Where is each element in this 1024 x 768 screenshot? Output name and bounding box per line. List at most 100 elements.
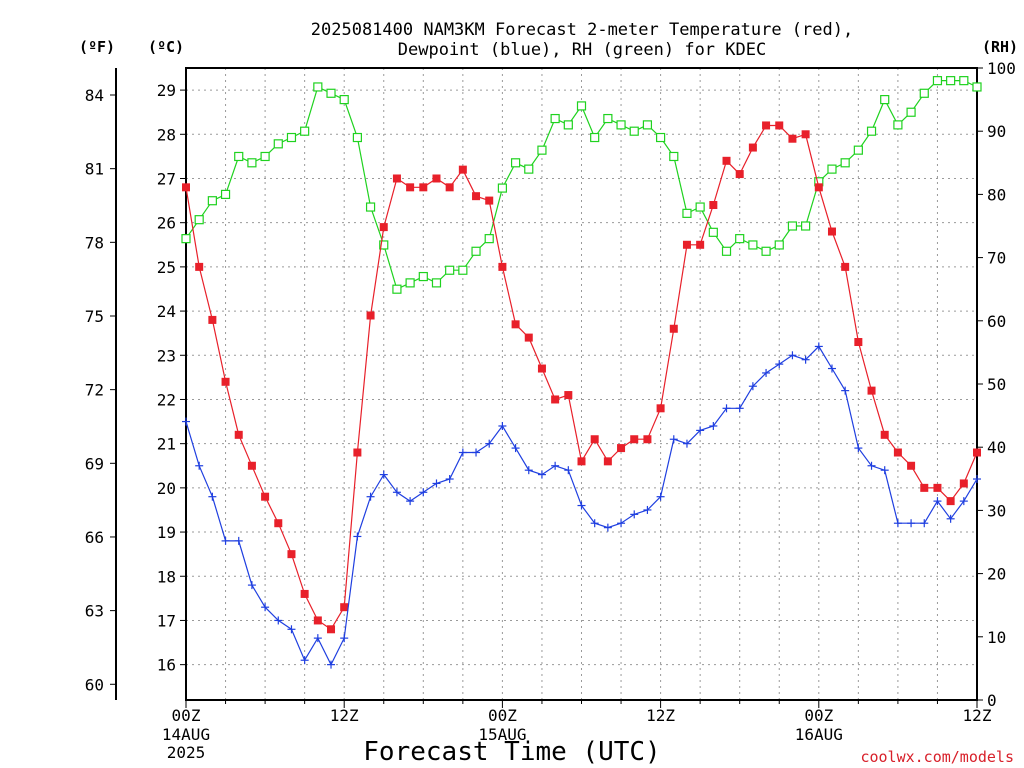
x-tick-label: 00Z [172, 706, 201, 725]
temperature-point [709, 201, 718, 210]
dewpoint-point [274, 616, 283, 625]
rh-point [972, 82, 982, 92]
dewpoint-point [300, 656, 309, 665]
rh-point [893, 120, 903, 130]
dewpoint-point [287, 625, 296, 634]
celsius-axis: 16 17 18 19 20 21 22 23 24 25 26 27 28 29 [157, 81, 186, 675]
temperature-point [617, 444, 626, 453]
c-tick-label: 18 [157, 567, 176, 586]
f-tick-label: 84 [85, 86, 104, 105]
rh-tick-label: 40 [987, 438, 1006, 457]
x-tick-label: 12Z [330, 706, 359, 725]
rh-point [853, 145, 863, 155]
c-tick-label: 26 [157, 214, 176, 233]
rh-point [932, 76, 943, 86]
x-tick-label: 12Z [963, 706, 992, 725]
rh-point [866, 126, 877, 136]
rh-point [603, 113, 613, 124]
temperature-point [854, 338, 863, 347]
temperature-point [511, 320, 520, 329]
rh-point [247, 158, 257, 168]
dewpoint-point [511, 444, 520, 453]
temperature-point [880, 430, 889, 439]
rh-point [339, 94, 349, 105]
celsius-axis-unit: (ºC) [148, 38, 184, 56]
dewpoint-point [643, 505, 652, 514]
temperature-point [643, 435, 652, 444]
dewpoint-point [392, 488, 401, 497]
c-tick-label: 29 [157, 81, 176, 100]
f-tick-label: 72 [85, 381, 104, 400]
rh-point [405, 278, 415, 288]
dewpoint-point [551, 461, 560, 470]
dewpoint-point [366, 492, 375, 501]
dewpoint-point [841, 386, 850, 395]
temperature-point [182, 183, 190, 192]
c-tick-label: 28 [157, 125, 176, 144]
rh-point [510, 158, 521, 168]
c-tick-label: 25 [157, 258, 176, 277]
dewpoint-point [445, 475, 454, 484]
grid-lines [186, 68, 977, 700]
temperature-point [327, 625, 336, 634]
temperature-point [458, 165, 467, 174]
temperature-point [827, 227, 836, 236]
rh-tick-label: 50 [987, 375, 1006, 394]
fahrenheit-axis: 60 63 66 69 72 75 78 81 84 [85, 86, 116, 694]
chart-subtitle: Dewpoint (blue), RH (green) for KDEC [398, 40, 766, 60]
rh-point [497, 183, 507, 193]
x-tick-year: 2025 [167, 743, 206, 762]
temperature-point [524, 333, 533, 342]
dewpoint-point [735, 404, 744, 413]
temperature-point [261, 492, 270, 501]
temperature-point [656, 404, 665, 413]
rh-point [471, 246, 481, 256]
x-tick-date: 15AUG [478, 725, 526, 744]
x-axis-label: Forecast Time (UTC) [363, 737, 660, 767]
temperature-point [748, 143, 757, 152]
rh-point [801, 221, 811, 231]
dewpoint-point [524, 466, 533, 475]
f-tick-label: 63 [85, 602, 104, 621]
rh-point [260, 151, 270, 162]
x-tick-date: 16AUG [795, 725, 843, 744]
x-tick-label: 00Z [804, 706, 833, 725]
temperature-point [313, 616, 322, 625]
temperature-point [669, 324, 678, 333]
temperature-point [234, 430, 243, 439]
rh-point [418, 271, 428, 282]
dewpoint-point [182, 417, 190, 426]
rh-point [273, 139, 283, 149]
temperature-point [735, 170, 744, 179]
rh-point [234, 151, 244, 162]
temperature-point [564, 391, 573, 400]
temperature-point [419, 183, 428, 192]
x-tick-date: 14AUG [162, 725, 210, 744]
dewpoint-point [959, 497, 968, 506]
rh-tick-label: 80 [987, 185, 1006, 204]
temperature-point [366, 311, 375, 320]
dewpoint-point [630, 510, 639, 519]
x-tick-label: 12Z [646, 706, 675, 725]
temperature-point [946, 497, 955, 506]
dewpoint-point [603, 523, 612, 532]
temperature-point [893, 448, 902, 457]
dewpoint-point [419, 488, 428, 497]
dewpoint-point [353, 532, 362, 541]
rh-point [181, 234, 191, 244]
rh-point [735, 234, 745, 244]
temperature-point [274, 519, 283, 528]
rh-axis: 0 10 20 30 40 50 60 70 80 90 100 [977, 59, 1016, 710]
credit-text: coolwx.com/models [860, 748, 1014, 766]
temperature-point [472, 192, 481, 201]
rh-tick-label: 70 [987, 249, 1006, 268]
temperature-point [722, 156, 731, 165]
temperature-point [814, 183, 823, 192]
c-tick-label: 23 [157, 346, 176, 365]
dewpoint-point [722, 404, 731, 413]
temperature-point [973, 448, 981, 457]
dewpoint-point [577, 501, 586, 510]
rh-point [761, 246, 771, 256]
temperature-point [353, 448, 362, 457]
